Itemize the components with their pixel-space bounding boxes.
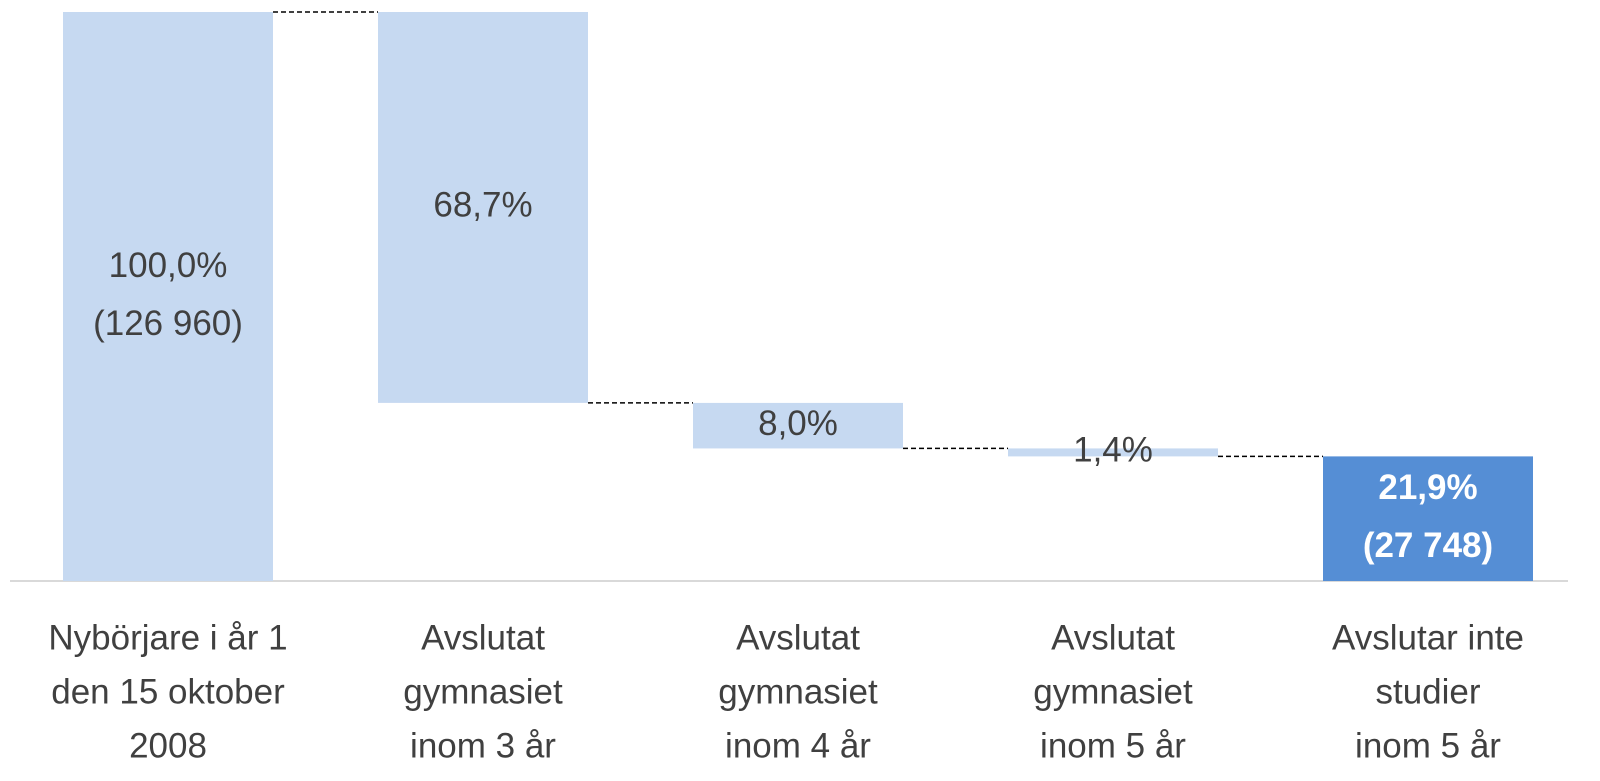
x-tick-label: den 15 oktober <box>51 672 285 711</box>
x-tick-label: gymnasiet <box>1033 672 1193 711</box>
data-label: 8,0% <box>758 404 838 443</box>
x-tick-label: Avslutat <box>421 618 545 657</box>
bar <box>1323 456 1533 581</box>
x-tick-label: 2008 <box>129 726 207 765</box>
x-tick-label: Avslutar inte <box>1332 618 1524 657</box>
x-tick-label: Avslutat <box>1051 618 1175 657</box>
x-tick-label: Avslutat <box>736 618 860 657</box>
x-tick-label: gymnasiet <box>718 672 878 711</box>
bar <box>378 12 588 403</box>
x-tick-label: inom 3 år <box>410 726 556 765</box>
x-tick-label: gymnasiet <box>403 672 563 711</box>
x-tick-label: inom 5 år <box>1355 726 1501 765</box>
bar <box>1008 448 1218 457</box>
data-label: (126 960) <box>93 304 243 343</box>
data-label: 100,0% <box>109 246 228 285</box>
data-label: 21,9% <box>1378 468 1477 507</box>
x-tick-label: inom 5 år <box>1040 726 1186 765</box>
bar <box>693 402 903 449</box>
bar <box>63 12 273 581</box>
x-tick-label: Nybörjare i år 1 <box>48 618 287 657</box>
x-tick-label: inom 4 år <box>725 726 871 765</box>
x-tick-label: studier <box>1375 672 1480 711</box>
data-label: 68,7% <box>433 186 532 225</box>
data-label: 1,4% <box>1073 431 1153 470</box>
data-label: (27 748) <box>1363 526 1493 565</box>
